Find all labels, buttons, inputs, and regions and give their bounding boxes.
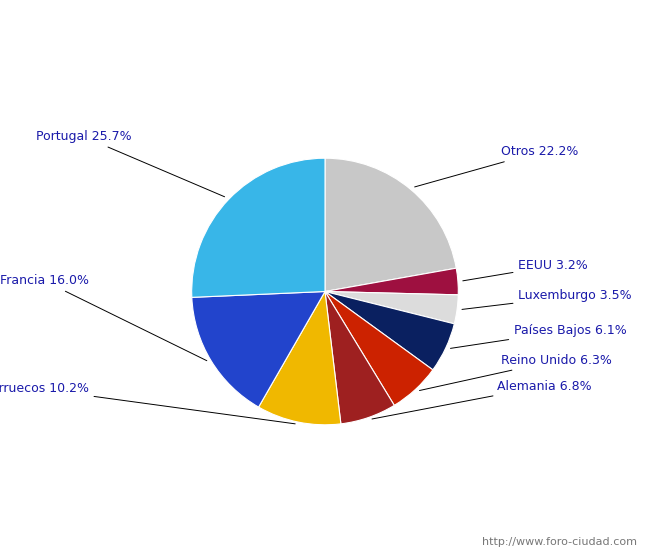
Text: Portugal 25.7%: Portugal 25.7% xyxy=(36,130,225,197)
Text: Alemania 6.8%: Alemania 6.8% xyxy=(372,379,592,419)
Text: Marruecos 10.2%: Marruecos 10.2% xyxy=(0,382,295,424)
Text: Luxemburgo 3.5%: Luxemburgo 3.5% xyxy=(462,289,632,310)
Wedge shape xyxy=(325,292,433,405)
Wedge shape xyxy=(325,292,395,424)
Text: Países Bajos 6.1%: Países Bajos 6.1% xyxy=(450,324,627,348)
Wedge shape xyxy=(325,292,458,324)
Text: Francia 16.0%: Francia 16.0% xyxy=(0,274,207,361)
Wedge shape xyxy=(192,158,325,298)
Wedge shape xyxy=(325,268,458,295)
Wedge shape xyxy=(192,292,325,407)
Wedge shape xyxy=(325,158,456,292)
Text: Otros 22.2%: Otros 22.2% xyxy=(415,145,578,187)
Wedge shape xyxy=(325,292,454,370)
Wedge shape xyxy=(259,292,341,425)
Text: EEUU 3.2%: EEUU 3.2% xyxy=(463,259,588,281)
Text: http://www.foro-ciudad.com: http://www.foro-ciudad.com xyxy=(482,537,637,547)
Text: Reino Unido 6.3%: Reino Unido 6.3% xyxy=(419,354,612,390)
Text: Tomares - Turistas extranjeros según país - Agosto de 2024: Tomares - Turistas extranjeros según paí… xyxy=(70,21,580,37)
